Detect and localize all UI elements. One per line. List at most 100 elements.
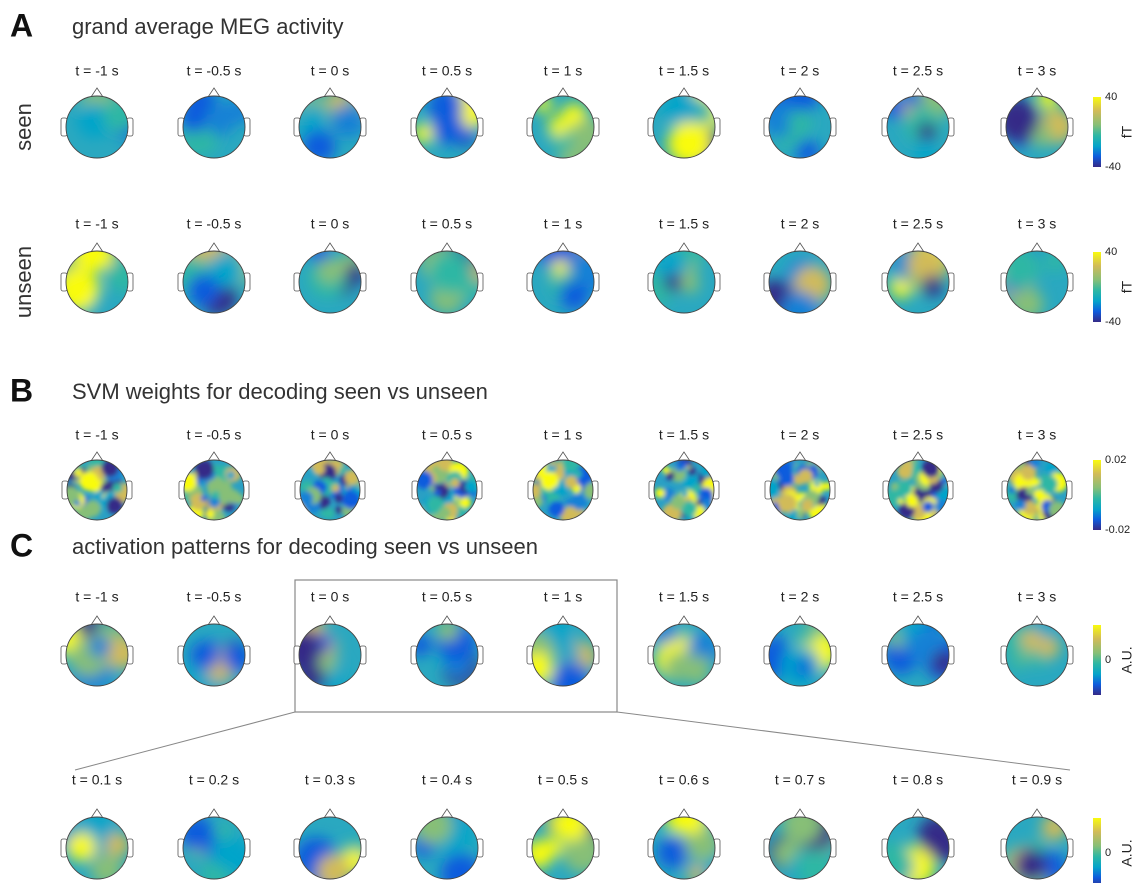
blob — [896, 480, 913, 497]
topomap — [527, 451, 599, 521]
nose — [677, 451, 691, 462]
topomap-fill — [66, 624, 128, 686]
blob — [1039, 475, 1058, 494]
outline — [298, 250, 362, 314]
time-label: t = 1 s — [544, 589, 583, 605]
outline — [299, 459, 361, 521]
blob — [533, 483, 542, 499]
blob — [655, 488, 665, 498]
blob — [921, 275, 944, 297]
outline — [652, 623, 716, 687]
topomap — [526, 808, 600, 880]
blob — [798, 469, 813, 484]
outline — [653, 459, 715, 521]
blob — [532, 652, 554, 685]
blob — [917, 122, 937, 142]
topomap-fill — [417, 460, 477, 520]
colorbar-tick: 0 — [1105, 847, 1111, 859]
time-label: t = 0 s — [311, 216, 350, 232]
blob — [66, 832, 96, 862]
outline — [531, 623, 595, 687]
blob — [665, 471, 675, 481]
blob — [100, 483, 110, 492]
nose — [677, 87, 691, 98]
blobs — [769, 258, 831, 313]
topomap — [177, 87, 251, 159]
blob — [187, 273, 220, 307]
blob — [74, 500, 81, 507]
blob — [898, 498, 905, 505]
blob — [542, 837, 563, 857]
topomap — [1000, 615, 1074, 687]
nose — [323, 808, 337, 819]
blob — [664, 273, 683, 292]
nose — [323, 242, 337, 253]
blob — [789, 96, 819, 112]
time-label: t = 1.5 s — [659, 589, 709, 605]
blob — [317, 854, 352, 879]
topomap-fill — [532, 251, 594, 313]
blob — [73, 251, 113, 273]
topomap-fill — [1006, 96, 1068, 158]
topomap-fill — [66, 817, 128, 879]
nose — [90, 808, 104, 819]
topomap — [60, 615, 134, 687]
topomap-fill — [299, 817, 361, 879]
topomap-fill — [416, 817, 478, 879]
outline — [886, 250, 950, 314]
time-label: t = -0.5 s — [187, 589, 242, 605]
topomap — [881, 615, 955, 687]
blob — [1031, 477, 1041, 487]
topomap-fill — [532, 624, 594, 686]
topomap-fill — [300, 460, 360, 520]
nose — [90, 87, 104, 98]
nose — [207, 808, 221, 819]
topomap — [410, 615, 484, 687]
outline — [183, 459, 245, 521]
blob — [106, 258, 128, 293]
blob — [79, 471, 99, 491]
topomap-fill — [67, 460, 127, 520]
blob — [190, 640, 220, 671]
nose — [1030, 808, 1044, 819]
blobs — [533, 460, 593, 520]
time-label: t = 0.9 s — [1012, 772, 1062, 788]
topomap-fill — [66, 96, 128, 158]
time-label: t = 1.5 s — [659, 63, 709, 79]
colorbar-unit: A.U. — [1119, 646, 1135, 673]
nose — [440, 615, 454, 626]
topomap — [763, 242, 837, 314]
panel-letter: B — [10, 372, 33, 408]
blob — [226, 471, 236, 480]
blob — [667, 121, 712, 158]
blob — [795, 140, 820, 158]
topomap — [293, 808, 367, 880]
blob — [564, 475, 578, 489]
topomap-fill — [887, 96, 949, 158]
blobs — [769, 96, 820, 158]
topomap — [763, 87, 837, 159]
outline — [182, 816, 246, 880]
blob — [770, 480, 780, 499]
blob — [934, 499, 948, 514]
outline — [531, 95, 595, 159]
outline — [652, 95, 716, 159]
blob — [112, 482, 123, 493]
topomap — [881, 242, 955, 314]
blob — [687, 467, 697, 476]
time-label: t = 0.4 s — [422, 772, 472, 788]
outline — [1005, 623, 1069, 687]
topomap — [177, 808, 251, 880]
blob — [183, 96, 214, 117]
outline — [416, 459, 478, 521]
outline — [886, 816, 950, 880]
nose — [323, 451, 337, 462]
time-label: t = -1 s — [75, 63, 118, 79]
topomap-fill — [299, 624, 361, 686]
blob — [663, 652, 694, 683]
outline — [531, 250, 595, 314]
blob — [105, 636, 128, 670]
time-label: t = 1.5 s — [659, 427, 709, 443]
outline — [768, 95, 832, 159]
blob — [787, 109, 813, 135]
